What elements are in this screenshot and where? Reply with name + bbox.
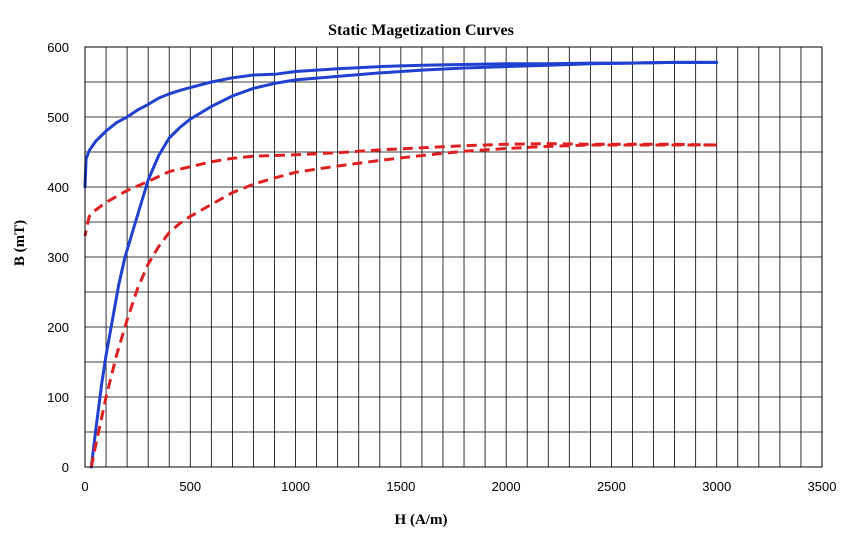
y-tick-label: 0 bbox=[62, 460, 69, 475]
x-tick-label: 1500 bbox=[386, 479, 415, 494]
y-tick-label: 400 bbox=[47, 180, 69, 195]
y-axis-label: B (mT) bbox=[12, 220, 28, 266]
tick-layer: 0 500 1000 1500 2000 2500 3000 3500 0 100 200 300 40… bbox=[47, 40, 836, 494]
y-tick-label: 200 bbox=[47, 320, 69, 335]
y-tick-label: 300 bbox=[47, 250, 69, 265]
series-line-1 bbox=[89, 60, 719, 469]
x-tick-label: 1000 bbox=[281, 479, 310, 494]
y-tick-label: 600 bbox=[47, 40, 69, 55]
series-layer bbox=[83, 60, 719, 469]
y-tick-label: 100 bbox=[47, 390, 69, 405]
series-line-2 bbox=[83, 60, 719, 189]
grid-layer bbox=[85, 47, 822, 467]
y-tick-label: 500 bbox=[47, 110, 69, 125]
x-tick-label: 0 bbox=[81, 479, 88, 494]
x-tick-label: 500 bbox=[179, 479, 201, 494]
x-tick-label: 2500 bbox=[597, 479, 626, 494]
x-tick-label: 3500 bbox=[808, 479, 837, 494]
chart-title: Static Magetization Curves bbox=[328, 22, 514, 39]
x-axis-label: H (A/m) bbox=[395, 512, 448, 528]
plot-frame bbox=[84, 46, 823, 468]
x-tick-label: 2000 bbox=[492, 479, 521, 494]
series-line-3 bbox=[89, 143, 717, 468]
x-tick-label: 3000 bbox=[702, 479, 731, 494]
